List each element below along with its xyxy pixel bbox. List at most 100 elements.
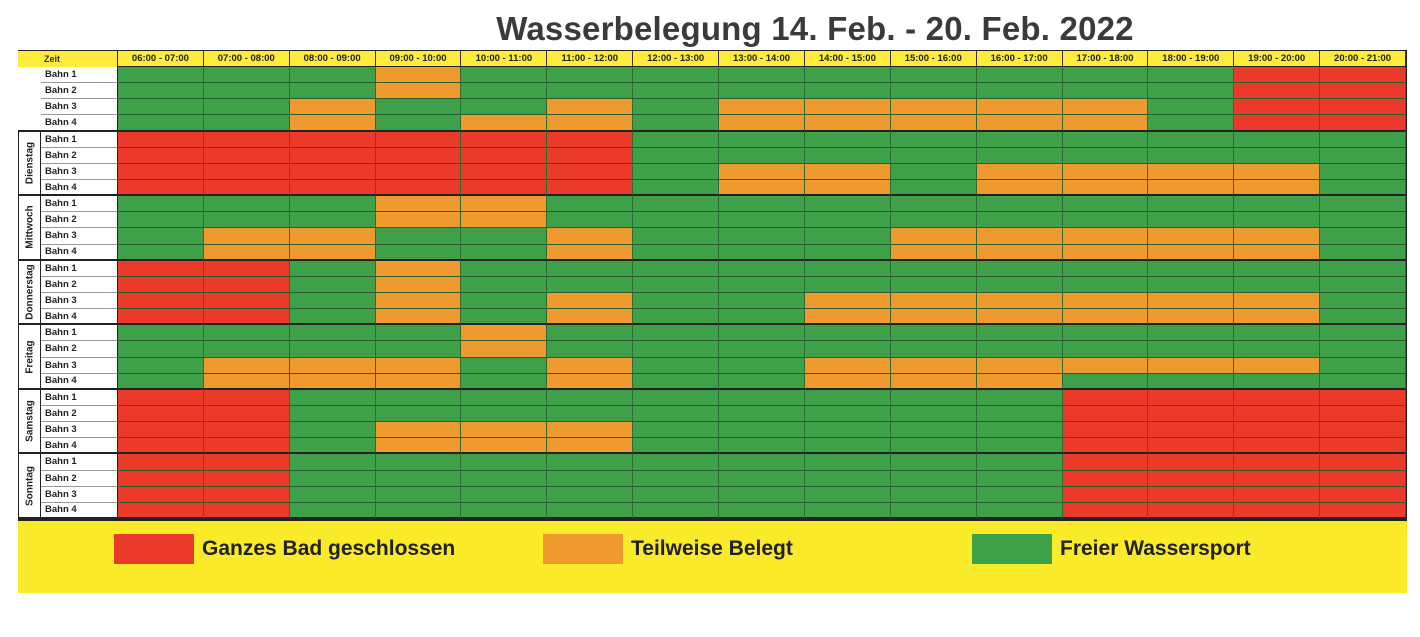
schedule-cell [719, 115, 805, 132]
schedule-cell [976, 438, 1063, 455]
schedule-cell [890, 228, 977, 245]
schedule-cell [1148, 83, 1235, 100]
schedule-cell [890, 405, 977, 423]
schedule-cell [976, 405, 1063, 423]
schedule-cell [804, 179, 891, 197]
schedule-cell [976, 115, 1063, 132]
schedule-cell [203, 67, 290, 84]
schedule-cell [633, 486, 720, 503]
schedule-cell [203, 244, 290, 261]
schedule-cell [375, 196, 462, 213]
schedule-cell [1148, 422, 1235, 439]
schedule-cell [547, 147, 634, 164]
lane-label: Bahn 1 [41, 131, 118, 148]
schedule-cell [1320, 292, 1406, 310]
schedule-cell [719, 405, 805, 423]
chart-title: Wasserbelegung 14. Feb. - 20. Feb. 2022 [496, 10, 1134, 47]
schedule-cell [461, 115, 548, 132]
schedule-cell [375, 67, 462, 84]
schedule-cell [203, 179, 290, 197]
schedule-cell [804, 131, 891, 148]
schedule-cell [804, 212, 891, 229]
schedule-cell [976, 163, 1063, 180]
schedule-cell [633, 422, 720, 439]
schedule-cell [719, 309, 805, 326]
schedule-cell [461, 163, 548, 180]
schedule-cell [547, 163, 634, 180]
legend-item: Teilweise Belegt [543, 534, 793, 564]
schedule-cell [461, 228, 548, 245]
schedule-cell [547, 341, 634, 358]
schedule-cell [118, 276, 204, 293]
schedule-cell [976, 341, 1063, 358]
schedule-cell [203, 422, 290, 439]
schedule-cell [976, 470, 1063, 487]
schedule-cell [890, 83, 977, 100]
schedule-cell [461, 373, 548, 390]
schedule-cell [1148, 276, 1235, 293]
schedule-cell [547, 438, 634, 455]
schedule-cell [375, 325, 462, 342]
schedule-cell [633, 147, 720, 164]
schedule-cell [1062, 260, 1149, 277]
schedule-cell [1320, 438, 1406, 455]
schedule-cell [203, 163, 290, 180]
schedule-cell [719, 228, 805, 245]
day-label-text: Mittwoch [24, 205, 35, 250]
time-slot-header: 19:00 - 20:00 [1234, 51, 1321, 67]
schedule-cell [633, 99, 720, 116]
day-label-text: Dienstag [24, 141, 35, 184]
schedule-cell [633, 67, 720, 84]
schedule-cell [118, 260, 204, 277]
schedule-cell [118, 454, 204, 471]
schedule-cell [804, 502, 891, 519]
schedule-cell [804, 99, 891, 116]
schedule-cell [289, 83, 376, 100]
schedule-cell [1062, 357, 1149, 374]
lane-label: Bahn 2 [41, 147, 118, 164]
schedule-cell [547, 244, 634, 261]
schedule-cell [1148, 179, 1235, 197]
schedule-cell [804, 115, 891, 132]
schedule-cell [1148, 309, 1235, 326]
schedule-cell [461, 292, 548, 310]
schedule-cell [804, 341, 891, 358]
schedule-cell [289, 309, 376, 326]
schedule-cell [1234, 115, 1321, 132]
schedule-cell [375, 422, 462, 439]
schedule-cell [289, 389, 376, 406]
schedule-cell [804, 292, 891, 310]
schedule-cell [890, 276, 977, 293]
schedule-cell [633, 244, 720, 261]
schedule-cell [375, 405, 462, 423]
schedule-cell [1062, 196, 1149, 213]
schedule-cell [633, 228, 720, 245]
schedule-cell [289, 276, 376, 293]
schedule-cell [719, 325, 805, 342]
schedule-cell [1320, 454, 1406, 471]
lane-label: Bahn 2 [41, 341, 118, 358]
schedule-cell [203, 389, 290, 406]
lane-label: Bahn 4 [41, 438, 118, 455]
schedule-cell [547, 422, 634, 439]
lane-label: Bahn 1 [41, 454, 118, 471]
schedule-cell [1234, 228, 1321, 245]
schedule-cell [547, 292, 634, 310]
lane-label: Bahn 3 [41, 228, 118, 245]
schedule-cell [890, 179, 977, 197]
schedule-cell [203, 260, 290, 277]
schedule-cell [547, 212, 634, 229]
schedule-cell [375, 438, 462, 455]
schedule-cell [461, 341, 548, 358]
schedule-cell [461, 244, 548, 261]
schedule-cell [890, 438, 977, 455]
schedule-cell [1062, 454, 1149, 471]
schedule-cell [633, 470, 720, 487]
schedule-cell [289, 422, 376, 439]
schedule-cell [1320, 373, 1406, 390]
schedule-cell [1234, 309, 1321, 326]
schedule-cell [804, 83, 891, 100]
schedule-cell [890, 196, 977, 213]
schedule-cell [1062, 486, 1149, 503]
schedule-cell [375, 115, 462, 132]
